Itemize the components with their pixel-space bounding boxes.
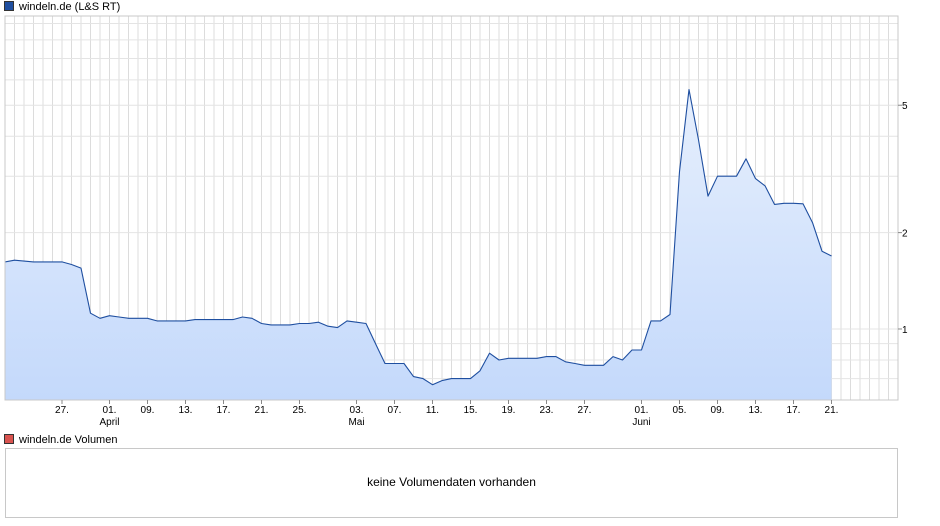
y-axis-tick-label: 5 <box>902 101 908 112</box>
x-axis-tick-label: 25. <box>293 405 307 416</box>
x-axis-tick-label: 11. <box>426 405 439 416</box>
y-axis-tick-label: 1 <box>902 325 908 336</box>
price-line <box>4 88 832 386</box>
x-axis-tick-label: 09. <box>711 405 725 416</box>
x-axis-tick-label: 05. <box>673 405 687 416</box>
x-axis-tick-label: 21. <box>255 405 269 416</box>
x-axis-tick-label: 21. <box>825 405 839 416</box>
x-axis-month-label: April <box>99 417 119 428</box>
volume-legend-swatch <box>4 434 14 444</box>
x-axis-tick-label: 01. <box>635 405 649 416</box>
x-axis-tick-label: 15. <box>464 405 478 416</box>
no-volume-message: keine Volumendaten vorhanden <box>367 475 536 489</box>
x-axis-tick-label: 03. <box>350 405 364 416</box>
x-axis-tick-label: 23. <box>540 405 554 416</box>
x-axis-tick-label: 07. <box>388 405 402 416</box>
x-axis-month-label: Mai <box>348 417 364 428</box>
x-axis-tick-label: 27. <box>55 405 69 416</box>
plot-frame <box>4 15 899 401</box>
x-axis-tick-label: 13. <box>749 405 763 416</box>
price-legend-swatch <box>4 1 14 11</box>
x-axis-tick-label: 01. <box>103 405 117 416</box>
volume-panel: keine Volumendaten vorhanden <box>5 448 898 518</box>
x-axis-month-label: Juni <box>632 417 650 428</box>
price-area <box>5 89 832 400</box>
price-legend-label: windeln.de (L&S RT) <box>19 1 121 13</box>
x-axis-tick-label: 19. <box>502 405 516 416</box>
price-chart-legend: windeln.de (L&S RT) <box>4 0 120 14</box>
y-axis-tick-label: 2 <box>902 229 908 240</box>
x-axis-tick-label: 27. <box>578 405 592 416</box>
x-axis-tick-label: 17. <box>217 405 231 416</box>
volume-legend-label: windeln.de Volumen <box>19 434 118 446</box>
x-axis-tick-label: 17. <box>787 405 801 416</box>
x-axis-tick-label: 13. <box>179 405 193 416</box>
volume-chart-legend: windeln.de Volumen <box>4 433 117 447</box>
x-axis-tick-label: 09. <box>141 405 155 416</box>
